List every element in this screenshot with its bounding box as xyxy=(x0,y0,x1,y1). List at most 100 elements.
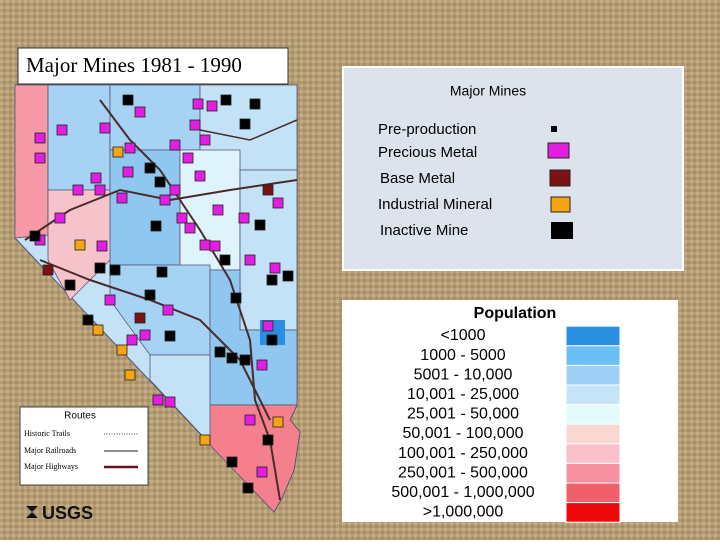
mine-item: Industrial Mineral xyxy=(378,196,492,213)
mine-marker xyxy=(230,292,242,304)
population-swatch xyxy=(565,443,621,464)
mine-marker xyxy=(219,254,231,266)
mine-marker xyxy=(82,314,94,326)
mine-marker xyxy=(272,416,284,428)
population-swatch xyxy=(565,384,621,406)
mine-item: Precious Metal xyxy=(378,144,477,161)
mine-marker xyxy=(29,230,41,242)
route-item: Major Railroads xyxy=(24,446,76,455)
population-title: Population xyxy=(474,305,557,322)
mine-marker xyxy=(242,482,254,494)
mine-marker xyxy=(209,240,221,252)
mine-marker xyxy=(169,139,181,151)
mine-marker xyxy=(90,172,102,184)
mine-marker xyxy=(116,192,128,204)
population-legend: Population <1000 1000 - 5000 5001 - 10,000… xyxy=(342,300,678,523)
mine-marker xyxy=(262,434,274,446)
population-item: 25,001 - 50,000 xyxy=(407,406,519,423)
mine-marker xyxy=(199,239,211,251)
mine-marker xyxy=(182,152,194,164)
mine-marker xyxy=(239,354,251,366)
mine-marker xyxy=(199,434,211,446)
population-swatch xyxy=(565,502,621,523)
mine-marker xyxy=(154,176,166,188)
mine-marker xyxy=(34,152,46,164)
mine-marker xyxy=(124,369,136,381)
population-swatch xyxy=(565,345,621,366)
mine-marker xyxy=(220,94,232,106)
population-item: 250,001 - 500,000 xyxy=(398,464,528,481)
mine-marker xyxy=(54,212,66,224)
mine-marker xyxy=(262,320,274,332)
mine-marker xyxy=(104,294,116,306)
mine-marker xyxy=(164,330,176,342)
mine-marker xyxy=(94,184,106,196)
title-box xyxy=(17,47,289,85)
mine-marker xyxy=(249,98,261,110)
mine-marker xyxy=(56,124,68,136)
mine-marker xyxy=(282,270,294,282)
mine-marker xyxy=(254,219,266,231)
mine-marker xyxy=(112,146,124,158)
mine-marker xyxy=(92,324,104,336)
route-item: Historic Trails xyxy=(24,429,70,438)
mine-marker xyxy=(269,262,281,274)
mine-marker xyxy=(156,266,168,278)
mine-marker xyxy=(192,98,204,110)
mine-marker xyxy=(226,456,238,468)
mine-marker xyxy=(42,264,54,276)
mine-marker xyxy=(266,274,278,286)
mine-marker xyxy=(94,262,106,274)
population-item: 50,001 - 100,000 xyxy=(403,425,524,442)
mine-marker xyxy=(272,197,284,209)
mine-marker xyxy=(99,122,111,134)
mine-marker xyxy=(74,239,86,251)
mine-legend: Major Mines Pre-production Precious Meta… xyxy=(342,66,684,271)
mine-item: Inactive Mine xyxy=(380,222,468,239)
mine-marker xyxy=(239,118,251,130)
route-item: Major Highways xyxy=(24,462,78,471)
mine-marker xyxy=(144,162,156,174)
mine-marker xyxy=(109,264,121,276)
routes-title: Routes xyxy=(64,411,96,422)
population-swatch xyxy=(565,364,621,386)
usgs-logo: USGS xyxy=(26,503,93,523)
mine-marker xyxy=(256,359,268,371)
mine-marker xyxy=(206,100,218,112)
population-item: 10,001 - 25,000 xyxy=(407,386,519,403)
mine-legend-title: Major Mines xyxy=(450,83,526,99)
mine-marker xyxy=(34,132,46,144)
population-item: <1000 xyxy=(441,327,486,344)
population-item: >1,000,000 xyxy=(423,504,504,521)
routes-legend: Routes Historic Trails Major Railroads M… xyxy=(19,406,149,486)
mine-marker xyxy=(256,466,268,478)
mine-marker xyxy=(226,352,238,364)
mine-marker xyxy=(124,142,136,154)
map xyxy=(14,84,301,513)
mine-marker xyxy=(212,204,224,216)
population-swatch xyxy=(565,423,621,445)
mine-marker xyxy=(122,94,134,106)
mine-marker xyxy=(238,212,250,224)
mine-marker xyxy=(134,312,146,324)
mine-marker xyxy=(72,184,84,196)
mine-marker xyxy=(244,414,256,426)
mine-marker xyxy=(139,329,151,341)
population-item: 1000 - 5000 xyxy=(420,347,506,364)
mine-marker xyxy=(150,220,162,232)
mine-marker xyxy=(122,166,134,178)
mine-item: Base Metal xyxy=(380,170,455,187)
mine-marker xyxy=(199,134,211,146)
mine-marker xyxy=(164,396,176,408)
mine-marker xyxy=(144,289,156,301)
population-item: 500,001 - 1,000,000 xyxy=(391,484,534,501)
mine-marker xyxy=(266,334,278,346)
population-item: 100,001 - 250,000 xyxy=(398,445,528,462)
population-swatch xyxy=(565,325,621,347)
mine-marker xyxy=(214,346,226,358)
mine-marker xyxy=(184,222,196,234)
population-swatch xyxy=(565,482,621,504)
mine-marker xyxy=(96,240,108,252)
population-swatch xyxy=(565,462,621,484)
